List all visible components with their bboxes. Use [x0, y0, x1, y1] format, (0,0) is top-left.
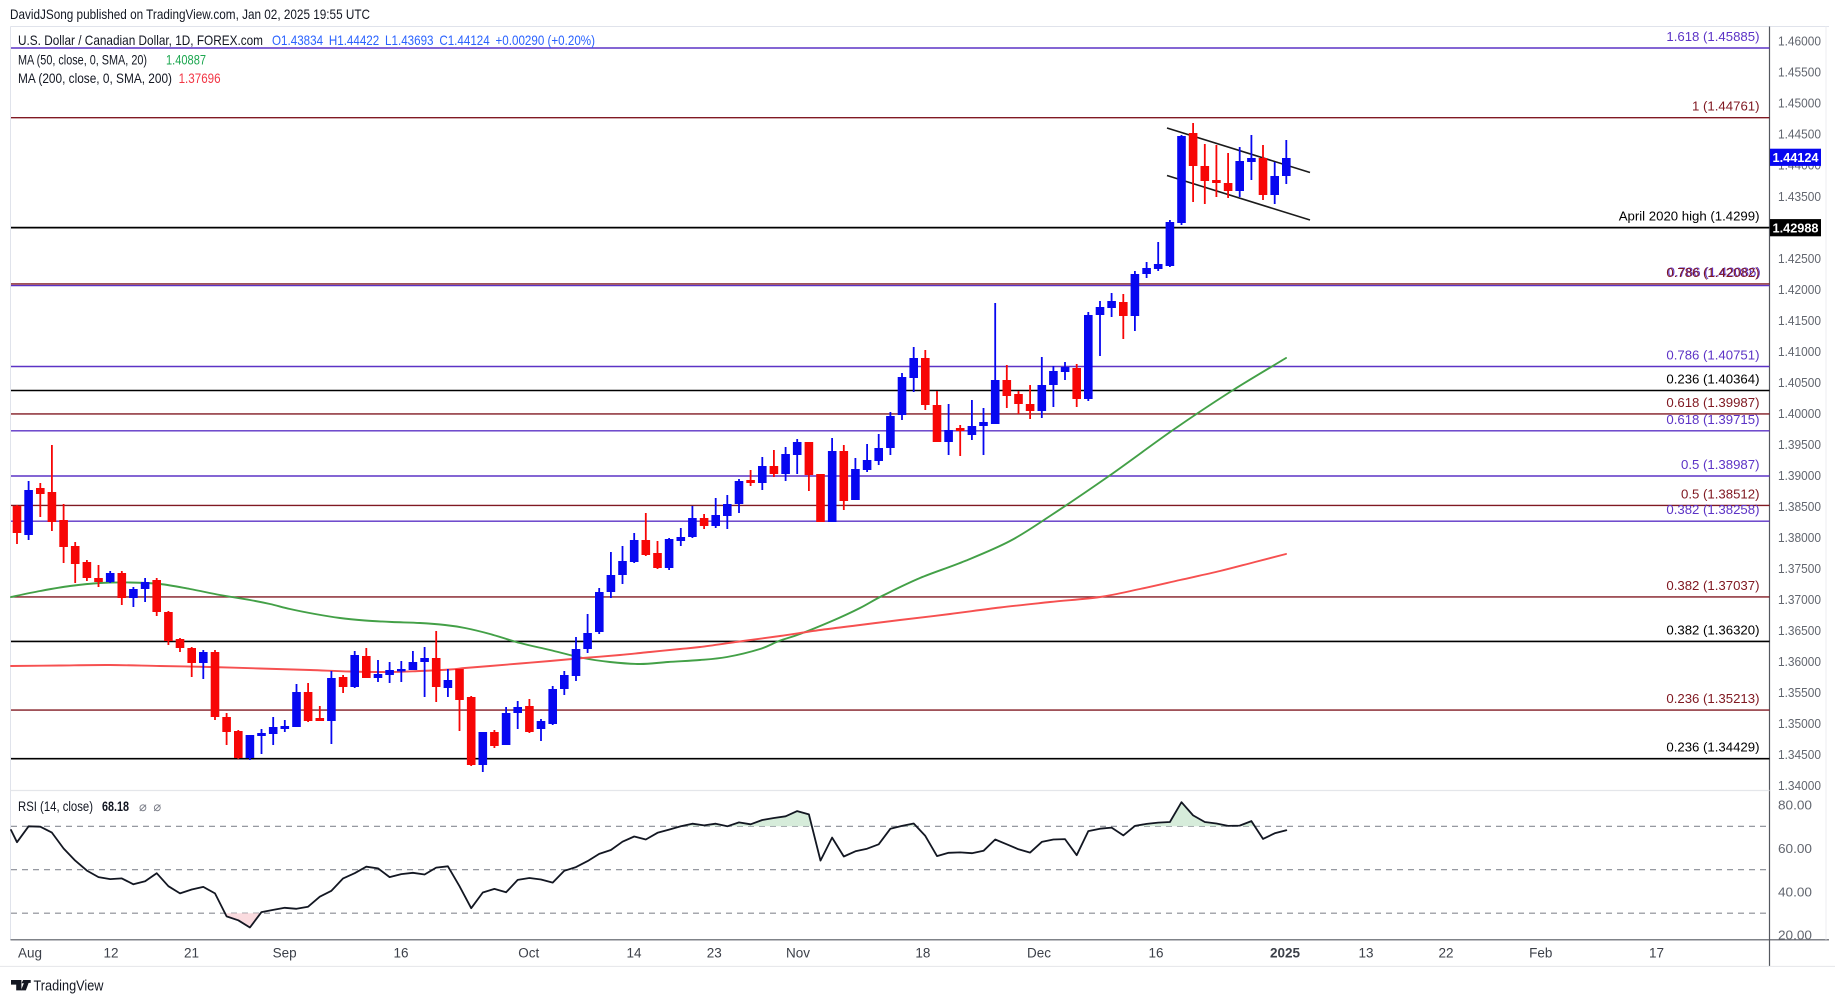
svg-text:17: 17	[1649, 946, 1664, 961]
svg-text:0.236 (1.40364): 0.236 (1.40364)	[1666, 372, 1759, 387]
svg-text:1.45500: 1.45500	[1778, 65, 1821, 80]
svg-text:80.00: 80.00	[1778, 797, 1812, 812]
svg-text:68.18: 68.18	[102, 799, 129, 814]
svg-text:18: 18	[915, 946, 930, 961]
svg-text:1.35000: 1.35000	[1778, 716, 1821, 731]
svg-text:1.34000: 1.34000	[1778, 778, 1821, 793]
svg-text:22: 22	[1438, 946, 1453, 961]
svg-text:Feb: Feb	[1529, 946, 1552, 961]
svg-text:0.236 (1.34429): 0.236 (1.34429)	[1666, 740, 1759, 755]
svg-text:0.236 (1.35213): 0.236 (1.35213)	[1666, 691, 1759, 706]
svg-text:April 2020 high (1.4299): April 2020 high (1.4299)	[1619, 209, 1760, 224]
svg-text:1.40500: 1.40500	[1778, 375, 1821, 390]
svg-text:20.00: 20.00	[1778, 928, 1812, 943]
svg-text:13: 13	[1358, 946, 1373, 961]
svg-text:O1.43834 H1.44422 L1.43693 C1.: O1.43834 H1.44422 L1.43693 C1.44124 +0.0…	[272, 33, 595, 48]
svg-text:1.41000: 1.41000	[1778, 344, 1821, 359]
svg-text:1.39500: 1.39500	[1778, 437, 1821, 452]
svg-text:0.5 (1.38987): 0.5 (1.38987)	[1681, 457, 1759, 472]
svg-text:1.38500: 1.38500	[1778, 499, 1821, 514]
svg-text:Nov: Nov	[786, 946, 810, 961]
svg-text:23: 23	[707, 946, 722, 961]
svg-text:0.5 (1.38512): 0.5 (1.38512)	[1681, 486, 1759, 501]
svg-text:1.42000: 1.42000	[1778, 282, 1821, 297]
svg-text:1.39000: 1.39000	[1778, 468, 1821, 483]
svg-text:0.786 (1.42082): 0.786 (1.42082)	[1666, 265, 1759, 280]
svg-text:16: 16	[1148, 946, 1163, 961]
svg-text:60.00: 60.00	[1778, 841, 1812, 856]
svg-text:0.382 (1.37037): 0.382 (1.37037)	[1666, 578, 1759, 593]
svg-text:1.37696: 1.37696	[179, 71, 221, 86]
svg-text:1.45000: 1.45000	[1778, 96, 1821, 111]
svg-text:21: 21	[184, 946, 199, 961]
svg-text:12: 12	[103, 946, 118, 961]
svg-text:0.382 (1.36320): 0.382 (1.36320)	[1666, 622, 1759, 637]
svg-text:16: 16	[393, 946, 408, 961]
svg-text:1.34500: 1.34500	[1778, 747, 1821, 762]
svg-text:Aug: Aug	[18, 946, 42, 961]
svg-text:1.41500: 1.41500	[1778, 313, 1821, 328]
svg-text:0.618 (1.39715): 0.618 (1.39715)	[1666, 412, 1759, 427]
svg-text:0.786 (1.42086): 0.786 (1.42086)	[1668, 265, 1761, 280]
svg-text:1.46000: 1.46000	[1778, 34, 1821, 49]
svg-text:Dec: Dec	[1027, 946, 1051, 961]
svg-text:1.618 (1.45885): 1.618 (1.45885)	[1666, 29, 1759, 44]
svg-text:1.40000: 1.40000	[1778, 406, 1821, 421]
svg-text:0.618 (1.39987): 0.618 (1.39987)	[1666, 395, 1759, 410]
svg-text:1.37500: 1.37500	[1778, 561, 1821, 576]
svg-text:1.42500: 1.42500	[1778, 251, 1821, 266]
svg-text:1.40887: 1.40887	[166, 53, 206, 68]
svg-text:1.43500: 1.43500	[1778, 189, 1821, 204]
svg-text:1.38000: 1.38000	[1778, 530, 1821, 545]
svg-text:MA (200, close, 0, SMA, 200): MA (200, close, 0, SMA, 200)	[18, 71, 172, 86]
svg-text:Oct: Oct	[518, 946, 539, 961]
svg-text:U.S. Dollar / Canadian Dollar,: U.S. Dollar / Canadian Dollar, 1D, FOREX…	[18, 33, 263, 48]
svg-text:1.36000: 1.36000	[1778, 654, 1821, 669]
svg-text:1.44124: 1.44124	[1773, 150, 1820, 165]
svg-text:1.35500: 1.35500	[1778, 685, 1821, 700]
svg-text:DavidJSong published on Tradin: DavidJSong published on TradingView.com,…	[10, 7, 370, 22]
svg-text:40.00: 40.00	[1778, 884, 1812, 899]
svg-text:1.37000: 1.37000	[1778, 592, 1821, 607]
svg-text:Sep: Sep	[273, 946, 297, 961]
svg-text:MA (50, close, 0, SMA, 20): MA (50, close, 0, SMA, 20)	[18, 53, 147, 68]
svg-text:1.42988: 1.42988	[1773, 221, 1819, 236]
svg-text:⌀ ⌀: ⌀ ⌀	[139, 799, 161, 814]
svg-text:RSI (14, close): RSI (14, close)	[18, 799, 93, 814]
svg-text:14: 14	[626, 946, 642, 961]
svg-text:0.382 (1.38258): 0.382 (1.38258)	[1666, 502, 1759, 517]
svg-text:2025: 2025	[1270, 946, 1301, 961]
svg-text:TradingView: TradingView	[34, 978, 104, 994]
svg-text:1.44500: 1.44500	[1778, 127, 1821, 142]
svg-text:0.786 (1.40751): 0.786 (1.40751)	[1666, 348, 1759, 363]
svg-text:1 (1.44761): 1 (1.44761)	[1692, 99, 1759, 114]
svg-text:1.36500: 1.36500	[1778, 623, 1821, 638]
